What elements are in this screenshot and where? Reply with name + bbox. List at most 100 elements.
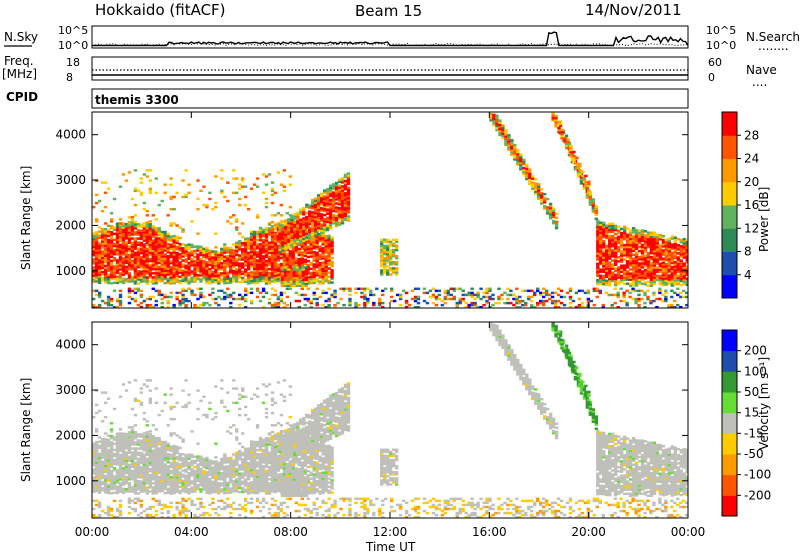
power-cell: [246, 280, 251, 283]
power-cell: [264, 233, 269, 236]
power-cell: [308, 204, 312, 207]
velocity-cell: [157, 479, 161, 483]
power-cell: [599, 258, 603, 261]
power-cell: [322, 203, 327, 207]
power-cell: [178, 267, 182, 270]
velocity-cell: [130, 490, 135, 493]
power-cell: [470, 293, 474, 297]
power-cell: [646, 274, 651, 277]
velocity-cell: [148, 490, 152, 493]
power-cell: [187, 278, 191, 281]
power-cell: [333, 289, 337, 293]
power-cell: [611, 263, 615, 266]
power-cell: [121, 246, 126, 250]
power-cell: [548, 210, 553, 214]
power-cell: [92, 258, 96, 261]
power-cell: [145, 229, 150, 232]
power-cell: [616, 293, 620, 297]
power-cell: [428, 289, 433, 293]
power-cell: [548, 208, 553, 212]
power-cell: [273, 278, 278, 282]
power-cell: [208, 253, 212, 256]
power-cell: [139, 256, 144, 259]
power-cell: [273, 276, 278, 280]
power-cell: [238, 239, 242, 243]
power-cell: [434, 289, 439, 293]
power-cell: [676, 303, 680, 307]
power-cell: [281, 245, 285, 248]
power-cell: [285, 262, 290, 266]
power-cell: [330, 262, 334, 266]
power-cell: [151, 241, 155, 244]
power-cell: [348, 289, 352, 293]
velocity-cell: [109, 479, 114, 483]
power-cell: [124, 229, 129, 232]
power-cell: [649, 276, 654, 279]
power-cell: [516, 154, 520, 158]
power-cell: [591, 206, 596, 209]
power-cell: [255, 255, 260, 258]
power-cell: [133, 225, 138, 228]
power-cell: [205, 250, 209, 254]
power-cell: [652, 239, 657, 243]
power-cell: [564, 144, 569, 148]
power-cell: [166, 214, 170, 217]
power-cell: [321, 257, 325, 260]
power-cell: [282, 257, 287, 260]
power-cell: [608, 247, 612, 250]
power-cell: [386, 246, 390, 250]
power-cell: [100, 246, 105, 249]
power-cell: [605, 265, 609, 268]
power-cell: [337, 223, 342, 226]
power-cell: [605, 279, 609, 283]
power-cell: [109, 233, 114, 236]
power-cell: [142, 269, 147, 273]
power-cell: [661, 277, 666, 281]
velocity-cell: [124, 453, 129, 456]
power-cell: [646, 256, 651, 259]
power-cell: [608, 273, 612, 277]
power-cell: [619, 287, 623, 291]
power-cell: [605, 244, 609, 248]
freq-panel: Freq. [MHz] 18 8 60 0 Nave ....: [2, 54, 777, 89]
velocity-cell: [94, 455, 99, 458]
power-cell: [127, 257, 132, 261]
power-cell: [151, 255, 155, 259]
velocity-cell: [157, 475, 161, 479]
power-cell: [664, 283, 669, 286]
velocity-cell: [124, 471, 129, 475]
power-cell: [394, 246, 399, 250]
velocity-cell: [154, 463, 158, 466]
power-cell: [492, 123, 496, 127]
power-cell: [550, 291, 555, 295]
power-cell: [676, 262, 680, 265]
power-cell: [246, 245, 251, 248]
cpid-program: themis 3300: [95, 93, 179, 107]
power-cell: [531, 187, 535, 191]
power-cell: [220, 266, 224, 269]
velocity-cell: [115, 452, 120, 456]
power-cell: [121, 269, 126, 272]
power-cell: [330, 293, 334, 297]
power-cell: [214, 205, 218, 209]
power-cell: [139, 266, 144, 269]
power-cell: [464, 305, 468, 308]
power-cell: [100, 264, 105, 268]
power-cell: [292, 284, 297, 288]
power-cell: [169, 276, 173, 279]
power-cell: [556, 287, 561, 291]
power-cell: [163, 236, 167, 240]
power-cell: [582, 177, 587, 180]
velocity-cell: [142, 461, 147, 464]
power-cell: [181, 273, 185, 277]
power-cell: [303, 246, 307, 249]
power-cell: [199, 259, 203, 263]
velocity-cell: [172, 491, 176, 495]
power-cell: [261, 271, 266, 274]
power-cell: [103, 244, 108, 247]
power-cell: [94, 218, 99, 221]
power-cell: [106, 234, 111, 238]
velocity-cell: [157, 461, 161, 464]
power-cell: [521, 299, 525, 303]
